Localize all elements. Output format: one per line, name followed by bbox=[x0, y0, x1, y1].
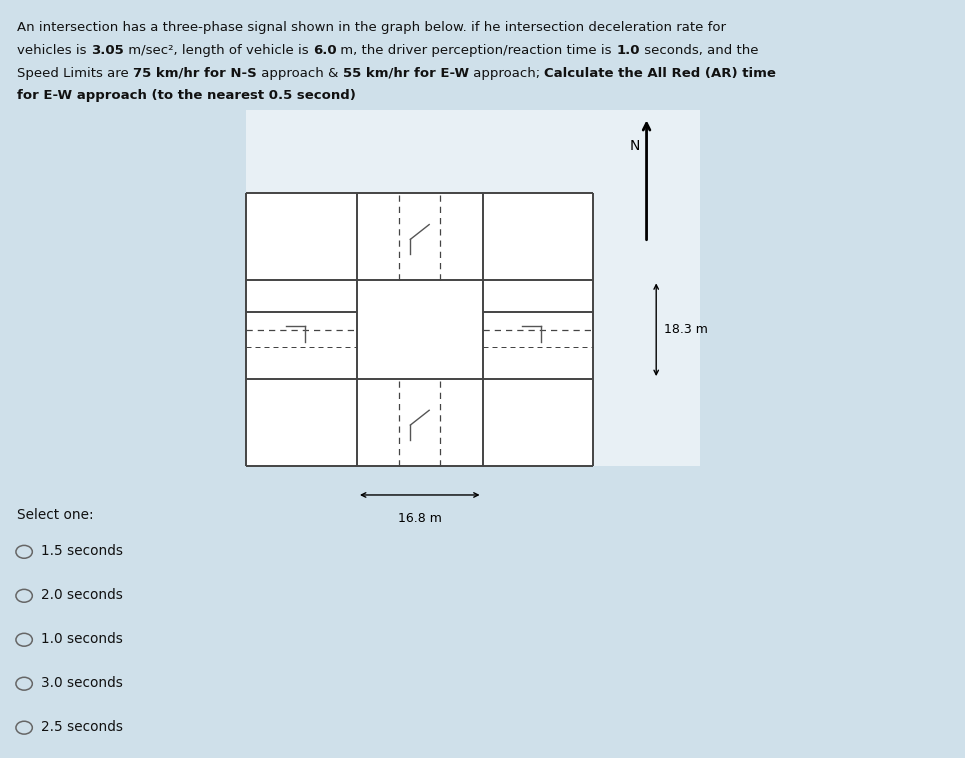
Bar bbox=[246, 193, 357, 280]
Bar bbox=[357, 280, 482, 379]
Bar bbox=[482, 280, 593, 379]
Text: for E-W approach (to the nearest 0.5 second): for E-W approach (to the nearest 0.5 sec… bbox=[17, 89, 356, 102]
Bar bbox=[357, 379, 482, 466]
Text: 55 km/hr for E-W: 55 km/hr for E-W bbox=[343, 67, 469, 80]
Text: N: N bbox=[629, 139, 640, 152]
Text: 1.5 seconds: 1.5 seconds bbox=[41, 544, 124, 558]
Text: Select one:: Select one: bbox=[17, 508, 94, 522]
Bar bbox=[482, 379, 593, 466]
Text: Speed Limits are: Speed Limits are bbox=[17, 67, 133, 80]
Text: Calculate the All Red (AR) time: Calculate the All Red (AR) time bbox=[544, 67, 776, 80]
Bar bbox=[246, 110, 700, 466]
Text: approach &: approach & bbox=[257, 67, 343, 80]
Text: 2.0 seconds: 2.0 seconds bbox=[41, 588, 124, 602]
Bar bbox=[482, 193, 593, 280]
Text: approach;: approach; bbox=[469, 67, 544, 80]
Bar bbox=[357, 193, 482, 280]
Bar bbox=[246, 280, 357, 379]
Text: 2.5 seconds: 2.5 seconds bbox=[41, 720, 124, 734]
Text: m, the driver perception/reaction time is: m, the driver perception/reaction time i… bbox=[337, 44, 616, 57]
Text: 1.0: 1.0 bbox=[616, 44, 640, 57]
Text: 16.8 m: 16.8 m bbox=[398, 512, 442, 525]
Text: vehicles is: vehicles is bbox=[17, 44, 91, 57]
Text: 3.0 seconds: 3.0 seconds bbox=[41, 676, 124, 690]
Text: m/sec², length of vehicle is: m/sec², length of vehicle is bbox=[124, 44, 313, 57]
Text: seconds, and the: seconds, and the bbox=[640, 44, 758, 57]
Text: 6.0: 6.0 bbox=[313, 44, 337, 57]
Text: 75 km/hr for N-S: 75 km/hr for N-S bbox=[133, 67, 257, 80]
Text: 18.3 m: 18.3 m bbox=[664, 323, 707, 337]
Bar bbox=[246, 379, 357, 466]
Text: 1.0 seconds: 1.0 seconds bbox=[41, 632, 124, 646]
Text: 3.05: 3.05 bbox=[91, 44, 124, 57]
Text: An intersection has a three-phase signal shown in the graph below. if he interse: An intersection has a three-phase signal… bbox=[17, 21, 727, 34]
